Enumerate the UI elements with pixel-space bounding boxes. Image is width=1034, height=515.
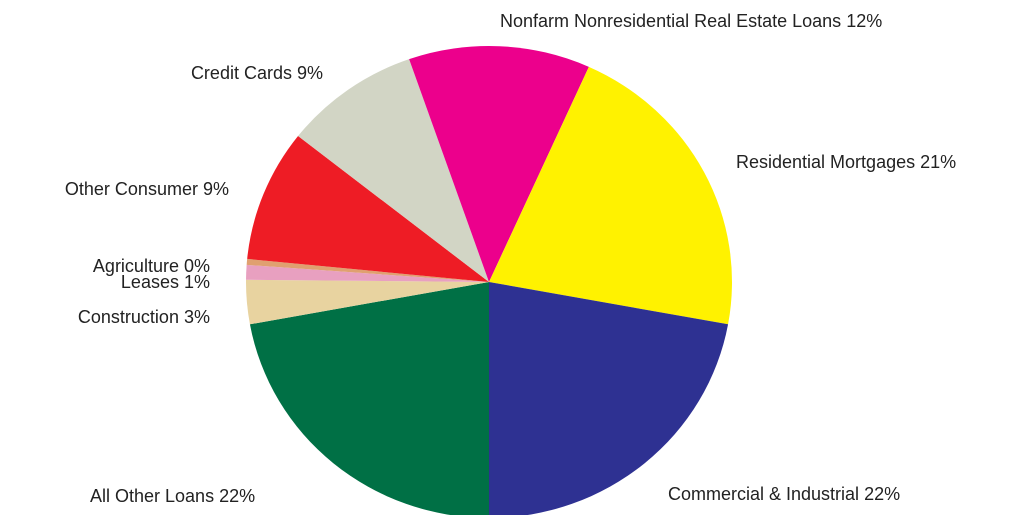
slice-value-label: 9% bbox=[297, 63, 323, 83]
slice-label: Commercial & Industrial 22% bbox=[668, 484, 900, 504]
slice-label: Residential Mortgages 21% bbox=[736, 152, 956, 172]
pie-slice bbox=[489, 66, 732, 325]
pie-slice bbox=[246, 279, 489, 325]
slice-label: Agriculture 0% bbox=[93, 256, 210, 276]
slice-label: Construction 3% bbox=[78, 307, 210, 327]
pie-slice bbox=[249, 282, 489, 515]
pie-slice bbox=[298, 59, 489, 282]
slice-category: Nonfarm Nonresidential Real Estate Loans bbox=[500, 11, 841, 31]
slice-value-label: 22% bbox=[219, 486, 255, 506]
slice-value-label: 9% bbox=[203, 179, 229, 199]
slice-label: All Other Loans 22% bbox=[90, 486, 255, 506]
pie-slice bbox=[409, 46, 589, 282]
pie-slice bbox=[247, 136, 489, 282]
pie-slice bbox=[489, 282, 729, 515]
slice-label: Credit Cards 9% bbox=[191, 63, 323, 83]
slice-value-label: 12% bbox=[846, 11, 882, 31]
slice-value-label: 21% bbox=[920, 152, 956, 172]
slice-category: Agriculture bbox=[93, 256, 179, 276]
slice-category: Commercial & Industrial bbox=[668, 484, 859, 504]
pie-slice bbox=[246, 264, 489, 282]
slice-label: Other Consumer 9% bbox=[65, 179, 229, 199]
slice-value-label: 3% bbox=[184, 307, 210, 327]
slice-label: Nonfarm Nonresidential Real Estate Loans… bbox=[500, 11, 882, 31]
slice-category: Credit Cards bbox=[191, 63, 292, 83]
slice-value-label: 22% bbox=[864, 484, 900, 504]
slice-category: Leases bbox=[121, 272, 179, 292]
slice-category: Other Consumer bbox=[65, 179, 198, 199]
slice-value-label: 1% bbox=[184, 272, 210, 292]
slice-category: Construction bbox=[78, 307, 179, 327]
slice-category: All Other Loans bbox=[90, 486, 214, 506]
slice-value-label: 0% bbox=[184, 256, 210, 276]
slice-label: Leases 1% bbox=[121, 272, 210, 292]
slice-category: Residential Mortgages bbox=[736, 152, 915, 172]
pie-slice bbox=[246, 258, 489, 282]
